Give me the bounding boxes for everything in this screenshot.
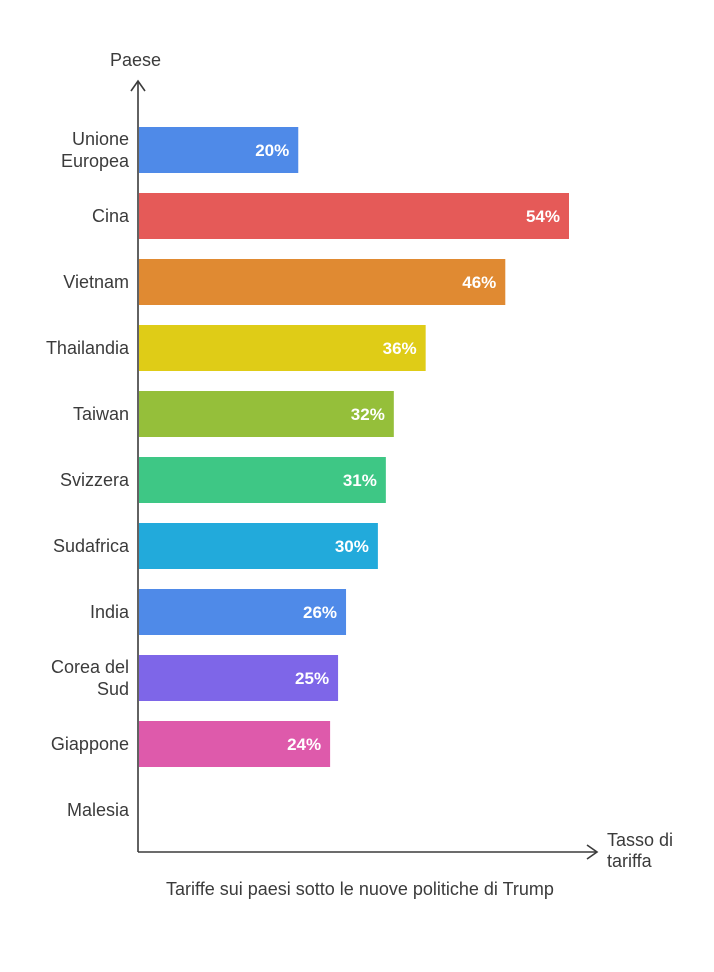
bar-value-label: 26%	[303, 603, 337, 622]
bar	[139, 127, 299, 173]
bar	[139, 721, 331, 767]
category-label: Svizzera	[60, 470, 130, 490]
bar	[139, 259, 506, 305]
category-label: Cina	[92, 206, 130, 226]
category-label-line: Europea	[61, 151, 130, 171]
bar	[139, 391, 394, 437]
bar	[139, 523, 378, 569]
category-label-line: Svizzera	[60, 470, 130, 490]
category-label: Vietnam	[63, 272, 129, 292]
category-label-line: Giappone	[51, 734, 129, 754]
y-axis-title: Paese	[110, 50, 161, 70]
category-label: Sudafrica	[53, 536, 130, 556]
category-label: Giappone	[51, 734, 129, 754]
category-label: Thailandia	[46, 338, 130, 358]
bar-value-label: 24%	[287, 735, 321, 754]
bar-value-label: 32%	[351, 405, 385, 424]
x-axis-title-line: tariffa	[607, 851, 653, 871]
category-label-line: Unione	[72, 129, 129, 149]
bar-value-label: 31%	[343, 471, 377, 490]
category-label-line: Sudafrica	[53, 536, 130, 556]
bar-value-label: 36%	[383, 339, 417, 358]
bar-value-label: 25%	[295, 669, 329, 688]
bar-value-label: 30%	[335, 537, 369, 556]
category-label-line: Thailandia	[46, 338, 130, 358]
x-axis-arrow	[586, 844, 599, 860]
bar-value-label: 46%	[462, 273, 496, 292]
bar	[139, 325, 426, 371]
x-axis-title-line: Tasso di	[607, 830, 673, 850]
bars-group: 20% Unione Europea 54% Cina 46% Vietnam 36% Thai…	[46, 127, 569, 820]
category-label: Corea del Sud	[51, 657, 129, 699]
chart-caption: Tariffe sui paesi sotto le nuove politic…	[166, 879, 554, 899]
category-label: Unione Europea	[61, 129, 130, 171]
y-axis-arrow	[130, 79, 146, 92]
category-label: Taiwan	[73, 404, 129, 424]
category-label: India	[90, 602, 130, 622]
category-label-line: Vietnam	[63, 272, 129, 292]
category-label-line: Corea del	[51, 657, 129, 677]
x-axis-title: Tasso di tariffa	[607, 830, 678, 871]
category-label-line: Malesia	[67, 800, 130, 820]
bar	[139, 655, 339, 701]
category-label-line: Taiwan	[73, 404, 129, 424]
bar-value-label: 20%	[255, 141, 289, 160]
bar	[139, 589, 347, 635]
category-label-line: Cina	[92, 206, 130, 226]
bar	[139, 193, 569, 239]
bar-value-label: 54%	[526, 207, 560, 226]
category-label-line: India	[90, 602, 130, 622]
bar	[139, 457, 386, 503]
category-label-line: Sud	[97, 679, 129, 699]
chart-axes	[130, 79, 599, 860]
category-label: Malesia	[67, 800, 130, 820]
